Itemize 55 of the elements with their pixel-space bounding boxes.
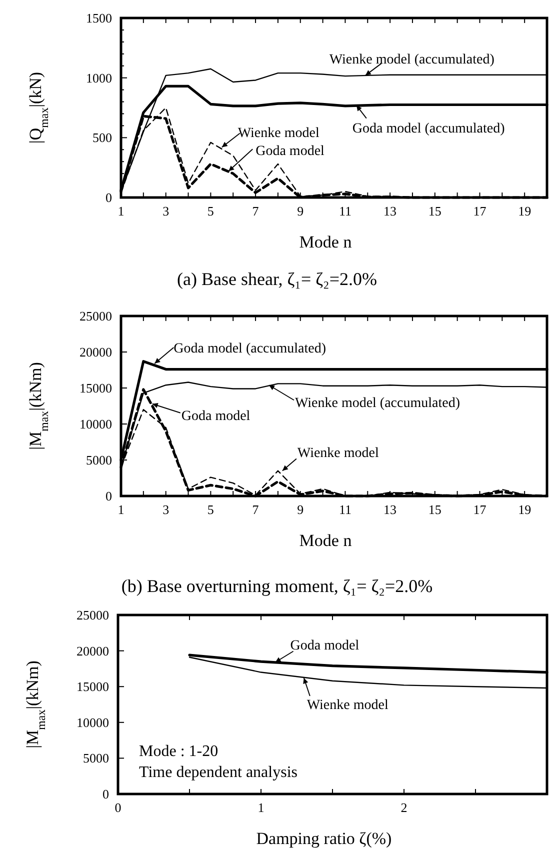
- x-tick-label: 7: [252, 502, 260, 517]
- x-tick-label: 7: [252, 204, 260, 218]
- x-tick-label: 15: [428, 204, 442, 218]
- annotation: Wienke model: [297, 446, 380, 461]
- x-tick-label: 3: [162, 502, 170, 517]
- annotation: Goda model (accumulated): [174, 342, 326, 357]
- y-tick-label: 10000: [80, 416, 112, 432]
- y-tick-label: 20000: [76, 643, 109, 658]
- x-axis-title: Mode n: [299, 232, 352, 252]
- x-tick-label: 1: [258, 800, 264, 815]
- y-tick-label: 0: [106, 488, 112, 504]
- annotation: Wienke model (accumulated): [294, 396, 460, 412]
- y-tick-label: 15000: [80, 380, 112, 396]
- x-tick-label: 13: [384, 502, 397, 517]
- x-tick-label: 11: [338, 502, 352, 517]
- y-tick-label: 500: [92, 130, 112, 146]
- x-tick-label: 5: [207, 502, 214, 517]
- y-tick-label: 15000: [76, 679, 109, 694]
- x-tick-label: 1: [118, 502, 124, 517]
- x-tick-label: 11: [338, 204, 352, 218]
- x-tick-label: 17: [473, 204, 487, 218]
- annotation: Wienke model (accumulated): [329, 52, 495, 68]
- x-tick-label: 3: [162, 204, 170, 218]
- annotation: Wienke model: [306, 698, 388, 714]
- x-tick-label: 15: [428, 502, 442, 517]
- y-tick-label: 5000: [86, 452, 112, 468]
- annotation: Mode : 1-20: [139, 743, 218, 760]
- text: (a) Base shear, ζ₁= ζ₂=2.0%: [177, 269, 377, 289]
- y-tick-label: 0: [102, 786, 109, 802]
- x-tick-label: 9: [297, 204, 304, 218]
- annotation: Wienke model: [238, 126, 320, 142]
- y-tick-label: 10000: [76, 714, 109, 730]
- x-tick-label: 13: [384, 204, 397, 218]
- annotation: Goda model: [290, 638, 360, 654]
- y-tick-label: 25000: [76, 608, 109, 622]
- x-tick-label: 1: [118, 204, 124, 218]
- x-tick-label: 9: [297, 502, 304, 517]
- y-tick-label: 25000: [80, 308, 112, 324]
- annotation: Time dependent analysis: [139, 764, 298, 781]
- annotation: Goda model (accumulated): [352, 121, 506, 136]
- y-tick-label: 1000: [86, 70, 112, 86]
- annotation: Goda model: [256, 144, 325, 160]
- x-axis-title: Damping ratio ζ(%): [256, 829, 392, 848]
- x-tick-label: 19: [518, 204, 532, 218]
- x-tick-label: 17: [473, 502, 487, 517]
- annotation: Goda model: [181, 408, 250, 424]
- x-tick-label: 2: [400, 800, 408, 815]
- y-tick-label: 5000: [83, 750, 109, 766]
- y-tick-label: 0: [106, 190, 112, 205]
- text: (b) Base overturning moment, ζ₁= ζ₂=2.0%: [121, 576, 433, 596]
- x-tick-label: 5: [207, 204, 214, 218]
- x-axis-title: Mode n: [299, 531, 352, 550]
- y-tick-label: 1500: [86, 10, 112, 26]
- x-tick-label: 19: [518, 502, 532, 517]
- y-tick-label: 20000: [80, 344, 112, 360]
